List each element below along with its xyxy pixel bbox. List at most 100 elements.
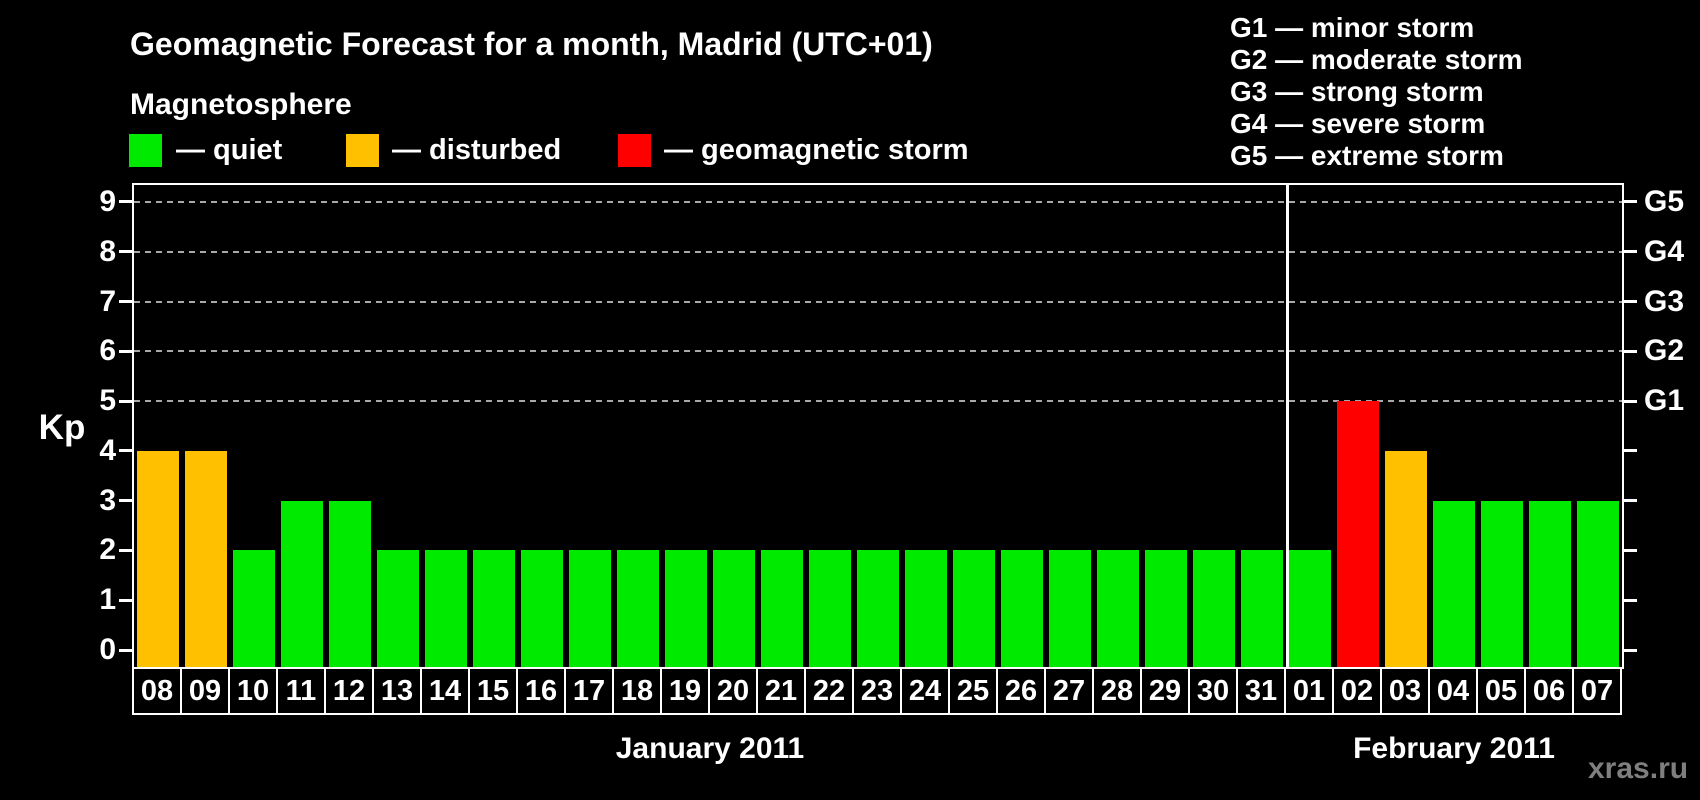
quiet-legend-swatch xyxy=(129,134,162,167)
y-axis-label-8: 8 xyxy=(99,234,116,268)
y-axis-tick-right-6 xyxy=(1624,349,1637,353)
day-label-cell-26: 26 xyxy=(996,667,1046,715)
kp-bar-29 xyxy=(1145,550,1187,667)
magnetosphere-label: Magnetosphere xyxy=(130,88,352,121)
y-axis-label-2: 2 xyxy=(99,533,116,567)
y-axis-tick-right-5 xyxy=(1624,399,1637,403)
kp-bar-14 xyxy=(425,550,467,667)
y-axis-tick-left-7 xyxy=(119,300,132,304)
kp-bar-02 xyxy=(1337,401,1379,667)
y-axis-tick-left-4 xyxy=(119,449,132,453)
kp-bar-17 xyxy=(569,550,611,667)
y-axis-label-6: 6 xyxy=(99,334,116,368)
day-label-cell-23: 23 xyxy=(852,667,902,715)
day-label-cell-27: 27 xyxy=(1044,667,1094,715)
day-label-cell-08: 08 xyxy=(132,667,182,715)
disturbed-legend-swatch xyxy=(346,134,379,167)
y-axis-tick-right-2 xyxy=(1624,548,1637,552)
y-axis-tick-left-3 xyxy=(119,499,132,503)
day-label-cell-25: 25 xyxy=(948,667,998,715)
kp-bar-11 xyxy=(281,500,323,667)
g2-legend-line: G2 — moderate storm xyxy=(1230,44,1523,75)
quiet-legend-label: — quiet xyxy=(176,134,283,166)
y-axis-tick-left-1 xyxy=(119,598,132,602)
day-label-cell-16: 16 xyxy=(516,667,566,715)
kp-bar-31 xyxy=(1241,550,1283,667)
kp-bar-19 xyxy=(665,550,707,667)
day-label-cell-14: 14 xyxy=(420,667,470,715)
g4-legend-line: G4 — severe storm xyxy=(1230,108,1486,139)
day-label-cell-17: 17 xyxy=(564,667,614,715)
kp-bar-23 xyxy=(857,550,899,667)
kp-bar-30 xyxy=(1193,550,1235,667)
y-axis-tick-right-7 xyxy=(1624,300,1637,304)
kp-bar-28 xyxy=(1097,550,1139,667)
day-label-cell-02: 02 xyxy=(1332,667,1382,715)
storm-scale-legend: G1 — minor storm G2 — moderate storm G3 … xyxy=(1230,12,1523,172)
g5-legend-line: G5 — extreme storm xyxy=(1230,140,1504,171)
day-label-cell-01: 01 xyxy=(1284,667,1334,715)
day-label-cell-18: 18 xyxy=(612,667,662,715)
kp-bar-24 xyxy=(905,550,947,667)
y-axis-label-9: 9 xyxy=(99,184,116,218)
gridline-kp5 xyxy=(134,400,1622,403)
kp-bar-07 xyxy=(1577,500,1619,667)
y-axis-label-0: 0 xyxy=(99,633,116,666)
kp-bar-22 xyxy=(809,550,851,667)
watermark: xras.ru xyxy=(1588,752,1689,785)
chart-title: Geomagnetic Forecast for a month, Madrid… xyxy=(130,26,933,62)
day-label-cell-09: 09 xyxy=(180,667,230,715)
y-axis-tick-right-1 xyxy=(1624,598,1637,602)
y-axis-tick-right-4 xyxy=(1624,449,1637,453)
kp-bar-21 xyxy=(761,550,803,667)
y-axis-tick-left-9 xyxy=(119,200,132,204)
y-axis-tick-left-6 xyxy=(119,349,132,353)
y-axis-tick-left-0 xyxy=(119,648,132,652)
g-scale-label-g4: G4 xyxy=(1644,234,1685,268)
kp-bar-27 xyxy=(1049,550,1091,667)
kp-bar-15 xyxy=(473,550,515,667)
g1-legend-line: G1 — minor storm xyxy=(1230,12,1475,43)
kp-bar-26 xyxy=(1001,550,1043,667)
day-label-cell-21: 21 xyxy=(756,667,806,715)
kp-bar-06 xyxy=(1529,500,1571,667)
kp-bar-04 xyxy=(1433,500,1475,667)
day-label-cell-31: 31 xyxy=(1236,667,1286,715)
kp-bar-09 xyxy=(185,450,227,667)
day-label-cell-05: 05 xyxy=(1476,667,1526,715)
storm-legend-label: — geomagnetic storm xyxy=(664,134,969,166)
kp-bar-05 xyxy=(1481,500,1523,667)
kp-bar-08 xyxy=(137,450,179,667)
day-label-cell-24: 24 xyxy=(900,667,950,715)
y-axis-tick-left-5 xyxy=(119,399,132,403)
day-label-cell-10: 10 xyxy=(228,667,278,715)
day-label-cell-04: 04 xyxy=(1428,667,1478,715)
y-axis-label-3: 3 xyxy=(99,483,116,517)
day-label-cell-29: 29 xyxy=(1140,667,1190,715)
day-label-cell-13: 13 xyxy=(372,667,422,715)
day-label-cell-06: 06 xyxy=(1524,667,1574,715)
g-scale-label-g3: G3 xyxy=(1644,284,1685,318)
gridline-kp8 xyxy=(134,250,1622,253)
g-scale-label-g2: G2 xyxy=(1644,334,1685,368)
kp-bar-01 xyxy=(1289,550,1331,667)
gridline-kp9 xyxy=(134,200,1622,203)
g3-legend-line: G3 — strong storm xyxy=(1230,76,1484,107)
kp-bar-12 xyxy=(329,500,371,667)
day-label-cell-12: 12 xyxy=(324,667,374,715)
kp-bar-13 xyxy=(377,550,419,667)
kp-bar-10 xyxy=(233,550,275,667)
day-label-cell-03: 03 xyxy=(1380,667,1430,715)
kp-bar-03 xyxy=(1385,450,1427,667)
day-label-cell-20: 20 xyxy=(708,667,758,715)
kp-bar-16 xyxy=(521,550,563,667)
y-axis-tick-right-8 xyxy=(1624,250,1637,254)
kp-bar-18 xyxy=(617,550,659,667)
y-axis-title: Kp xyxy=(38,408,86,447)
storm-legend-swatch xyxy=(618,134,651,167)
month-label-february: February 2011 xyxy=(1353,732,1555,765)
gridline-kp6 xyxy=(134,350,1622,353)
y-axis-tick-right-3 xyxy=(1624,499,1637,503)
y-axis-label-4: 4 xyxy=(99,433,116,467)
